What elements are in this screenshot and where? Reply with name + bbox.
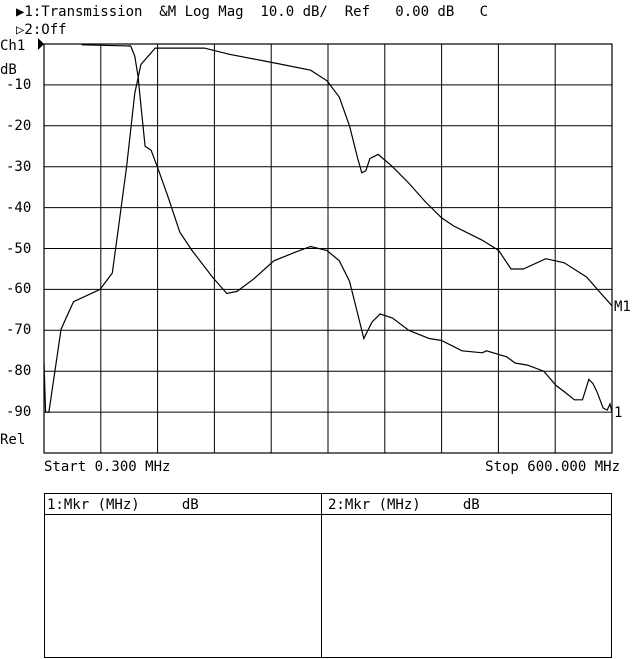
trace-end-label-1: M1	[614, 299, 631, 315]
y-tick-label: -20	[6, 117, 32, 134]
start-frequency: Start 0.300 MHz	[44, 459, 171, 475]
marker1-header: 1:Mkr (MHz) dB	[47, 497, 199, 513]
stop-frequency: Stop 600.000 MHz	[485, 459, 620, 475]
y-tick-label: -60	[6, 281, 32, 298]
channel1-status: ▶1:Transmission &M Log Mag 10.0 dB/ Ref …	[16, 4, 489, 20]
y-tick-label: -50	[6, 240, 32, 257]
channel2-status: ▷2:Off	[16, 22, 67, 38]
marker2-header: 2:Mkr (MHz) dB	[328, 497, 480, 513]
channel-label: Ch1	[0, 38, 26, 54]
scale-reference-label: Rel	[0, 432, 26, 448]
reference-pointer-icon	[38, 38, 44, 50]
y-tick-label: -80	[6, 363, 32, 380]
y-tick-label: -30	[6, 158, 32, 175]
trace-line-1	[43, 47, 613, 413]
trace-line-2	[81, 44, 613, 413]
y-tick-label: -40	[6, 199, 32, 216]
marker-table: 1:Mkr (MHz) dB 2:Mkr (MHz) dB	[44, 493, 612, 658]
y-unit-label: dB	[0, 62, 17, 78]
y-tick-label: -70	[6, 322, 32, 339]
y-tick-label: -10	[6, 76, 32, 93]
y-tick-label: -90	[6, 404, 32, 421]
trace-end-label-2: 1	[614, 405, 622, 421]
